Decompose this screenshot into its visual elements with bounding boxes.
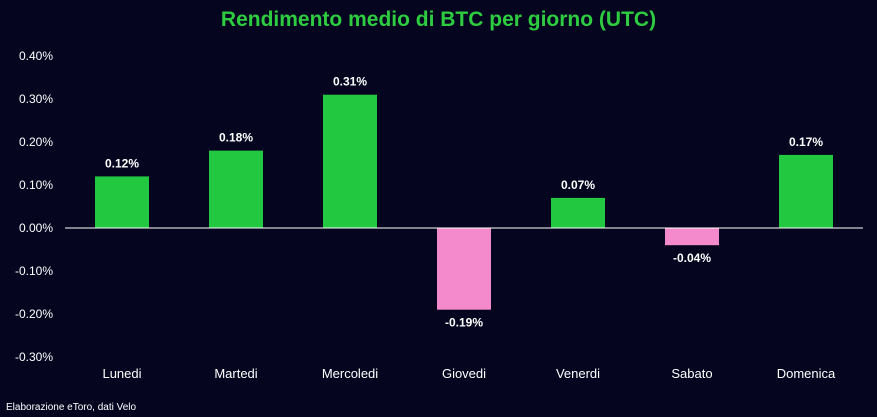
y-tick-label: 0.20% <box>19 135 53 149</box>
bar-martedi <box>209 150 263 228</box>
bar-venerdi <box>551 197 605 228</box>
data-label: 0.12% <box>105 156 139 170</box>
x-tick-label: Mercoledi <box>322 366 378 381</box>
bar-mercoledi <box>323 94 377 228</box>
data-label: -0.04% <box>673 251 711 265</box>
x-tick-label: Lunedi <box>102 366 141 381</box>
source-note: Elaborazione eToro, dati Velo <box>6 402 137 413</box>
bar-domenica <box>779 154 833 228</box>
data-label: -0.19% <box>445 316 483 330</box>
x-tick-label: Martedi <box>214 366 257 381</box>
y-tick-label: 0.30% <box>19 92 53 106</box>
y-tick-label: -0.20% <box>15 307 53 321</box>
x-tick-label: Domenica <box>777 366 836 381</box>
y-tick-label: 0.00% <box>19 221 53 235</box>
data-label: 0.31% <box>333 75 367 89</box>
x-tick-label: Sabato <box>671 366 712 381</box>
x-tick-label: Giovedi <box>442 366 486 381</box>
y-tick-label: 0.40% <box>19 49 53 63</box>
y-tick-label: -0.30% <box>15 350 53 364</box>
x-tick-label: Venerdi <box>556 366 600 381</box>
y-tick-label: -0.10% <box>15 264 53 278</box>
data-label: 0.07% <box>561 178 595 192</box>
bar-sabato <box>665 228 719 246</box>
chart-title: Rendimento medio di BTC per giorno (UTC) <box>220 8 657 31</box>
data-label: 0.17% <box>789 135 823 149</box>
data-label: 0.18% <box>219 131 253 145</box>
y-tick-label: 0.10% <box>19 178 53 192</box>
bar-giovedi <box>437 228 491 310</box>
bar-lunedi <box>95 176 149 228</box>
